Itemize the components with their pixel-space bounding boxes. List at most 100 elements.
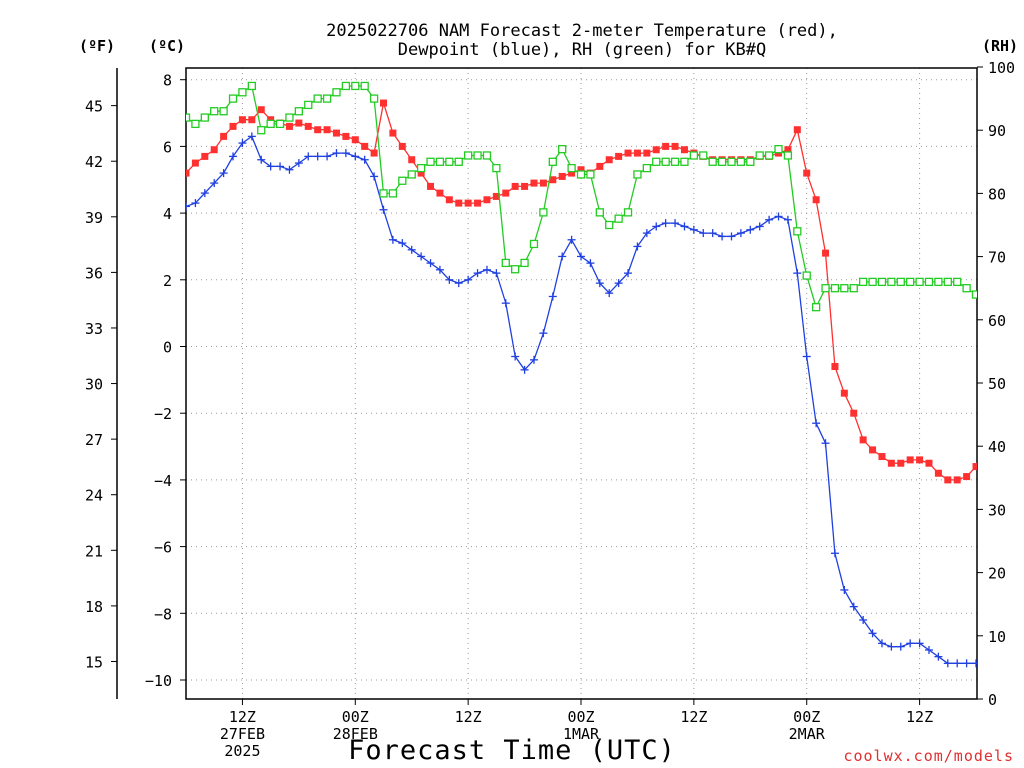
rh-point — [294, 107, 304, 116]
dewpoint-point — [849, 602, 858, 611]
dewpoint-point — [229, 152, 238, 161]
temperature-line — [186, 102, 977, 481]
rh-point — [186, 113, 191, 122]
dewpoint-point — [186, 202, 190, 211]
dewpoint-point — [746, 225, 755, 234]
y-tick-label-rh: 70 — [988, 249, 1006, 267]
rh-point — [529, 239, 539, 249]
y-tick-label-fahrenheit: 21 — [85, 542, 103, 560]
dewpoint-point — [840, 585, 849, 594]
rh-point — [887, 277, 896, 287]
rh-point — [746, 157, 755, 166]
temperature-point — [455, 199, 463, 207]
rh-point — [830, 284, 840, 293]
y-tick-label-rh: 10 — [988, 628, 1006, 646]
y-tick-label-rh: 40 — [988, 438, 1006, 456]
rh-point — [943, 277, 952, 287]
temperature-point — [342, 132, 350, 140]
y-tick-label-rh: 30 — [988, 501, 1006, 519]
dewpoint-point — [426, 259, 435, 268]
dewpoint-point — [887, 642, 896, 651]
temperature-point — [474, 199, 482, 207]
temperature-point — [530, 179, 538, 187]
rh-point — [614, 214, 623, 223]
y-tick-label-celsius: 8 — [163, 72, 172, 90]
y-tick-label-rh: 80 — [988, 185, 1006, 203]
dewpoint-point — [981, 659, 989, 667]
temperature-point — [464, 199, 472, 207]
plot-frame — [185, 67, 978, 700]
dewpoint-point — [906, 639, 915, 648]
rh-point — [416, 163, 426, 173]
rh-point — [689, 151, 699, 160]
dewpoint-point — [323, 152, 332, 161]
dewpoint-point — [793, 269, 802, 278]
dewpoint-point — [200, 189, 209, 198]
dewpoint-point — [285, 165, 294, 174]
rh-point — [407, 170, 416, 179]
temperature-point — [304, 122, 312, 130]
temperature-point — [605, 156, 613, 164]
y-tick-label-celsius: −10 — [145, 672, 172, 690]
axes — [111, 66, 983, 705]
y-tick-label-fahrenheit: 36 — [85, 264, 103, 282]
dewpoint-point — [351, 152, 360, 161]
dewpoint-point — [821, 439, 830, 448]
y-tick-label-fahrenheit: 30 — [85, 376, 103, 394]
temperature-point — [351, 136, 359, 144]
rh-point — [228, 94, 238, 103]
rh-point — [877, 277, 887, 287]
unit-label-fahrenheit: (ºF) — [79, 37, 115, 55]
rh-point — [868, 277, 877, 287]
y-tick-label-celsius: −8 — [154, 605, 172, 623]
x-tick-label: 12Z — [229, 708, 256, 726]
dewpoint-point — [454, 279, 463, 288]
chart-title-line1: 2025022706 NAM Forecast 2-meter Temperat… — [326, 21, 838, 41]
rh-point — [821, 284, 830, 293]
y-tick-label-rh: 100 — [988, 59, 1015, 77]
dewpoint-point — [257, 155, 266, 164]
temperature-point — [897, 459, 905, 467]
rh-point — [915, 277, 924, 287]
rh-point — [840, 284, 849, 293]
temperature-point — [934, 469, 942, 477]
rh-point — [435, 157, 445, 166]
rh-point — [257, 126, 266, 135]
dewpoint-point — [652, 222, 661, 231]
y-tick-label-celsius: −2 — [154, 405, 172, 423]
dewpoint-point — [219, 169, 228, 178]
x-tick-label: 27FEB — [220, 725, 265, 743]
dewpoint-point — [633, 242, 642, 251]
temperature-point — [267, 116, 275, 124]
rh-point — [906, 277, 915, 287]
dewpoint-point — [736, 229, 745, 238]
temperature-point — [389, 129, 397, 137]
temperature-point — [963, 473, 971, 481]
y-tick-label-celsius: −6 — [154, 539, 172, 557]
rh-point — [398, 176, 407, 185]
rh-point — [793, 227, 802, 236]
dewpoint-point — [868, 629, 877, 638]
rh-point — [576, 170, 586, 179]
y-tick-label-fahrenheit: 18 — [85, 598, 103, 616]
temperature-point — [521, 182, 529, 190]
temperature-point — [285, 122, 293, 130]
dewpoint-point — [511, 352, 520, 361]
dewpoint-point — [624, 269, 633, 278]
rh-point — [595, 208, 604, 217]
unit-label-celsius: (ºC) — [149, 37, 185, 55]
temperature-point — [615, 152, 623, 160]
series-temperature — [186, 99, 977, 484]
rh-point — [736, 157, 746, 166]
y-tick-label-fahrenheit: 42 — [85, 153, 103, 171]
rh-point — [210, 107, 219, 116]
rh-point — [934, 277, 943, 287]
rh-point — [727, 157, 736, 166]
rh-point — [661, 157, 670, 166]
temperature-point — [539, 179, 547, 187]
y-tick-label-celsius: 4 — [163, 205, 172, 223]
temperature-point — [568, 169, 576, 177]
temperature-point — [361, 142, 369, 150]
rh-point — [708, 157, 717, 166]
rh-point — [332, 88, 341, 97]
